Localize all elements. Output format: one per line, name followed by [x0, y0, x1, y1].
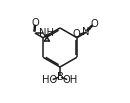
Text: O: O: [32, 18, 40, 28]
Text: OH: OH: [62, 75, 78, 85]
Text: O: O: [73, 29, 81, 39]
Text: O: O: [91, 19, 99, 29]
Text: HO: HO: [42, 75, 58, 85]
Text: N: N: [82, 28, 90, 37]
Text: +: +: [86, 28, 91, 33]
Text: B: B: [57, 72, 63, 82]
Text: -: -: [76, 34, 78, 40]
Text: NH: NH: [39, 28, 54, 38]
